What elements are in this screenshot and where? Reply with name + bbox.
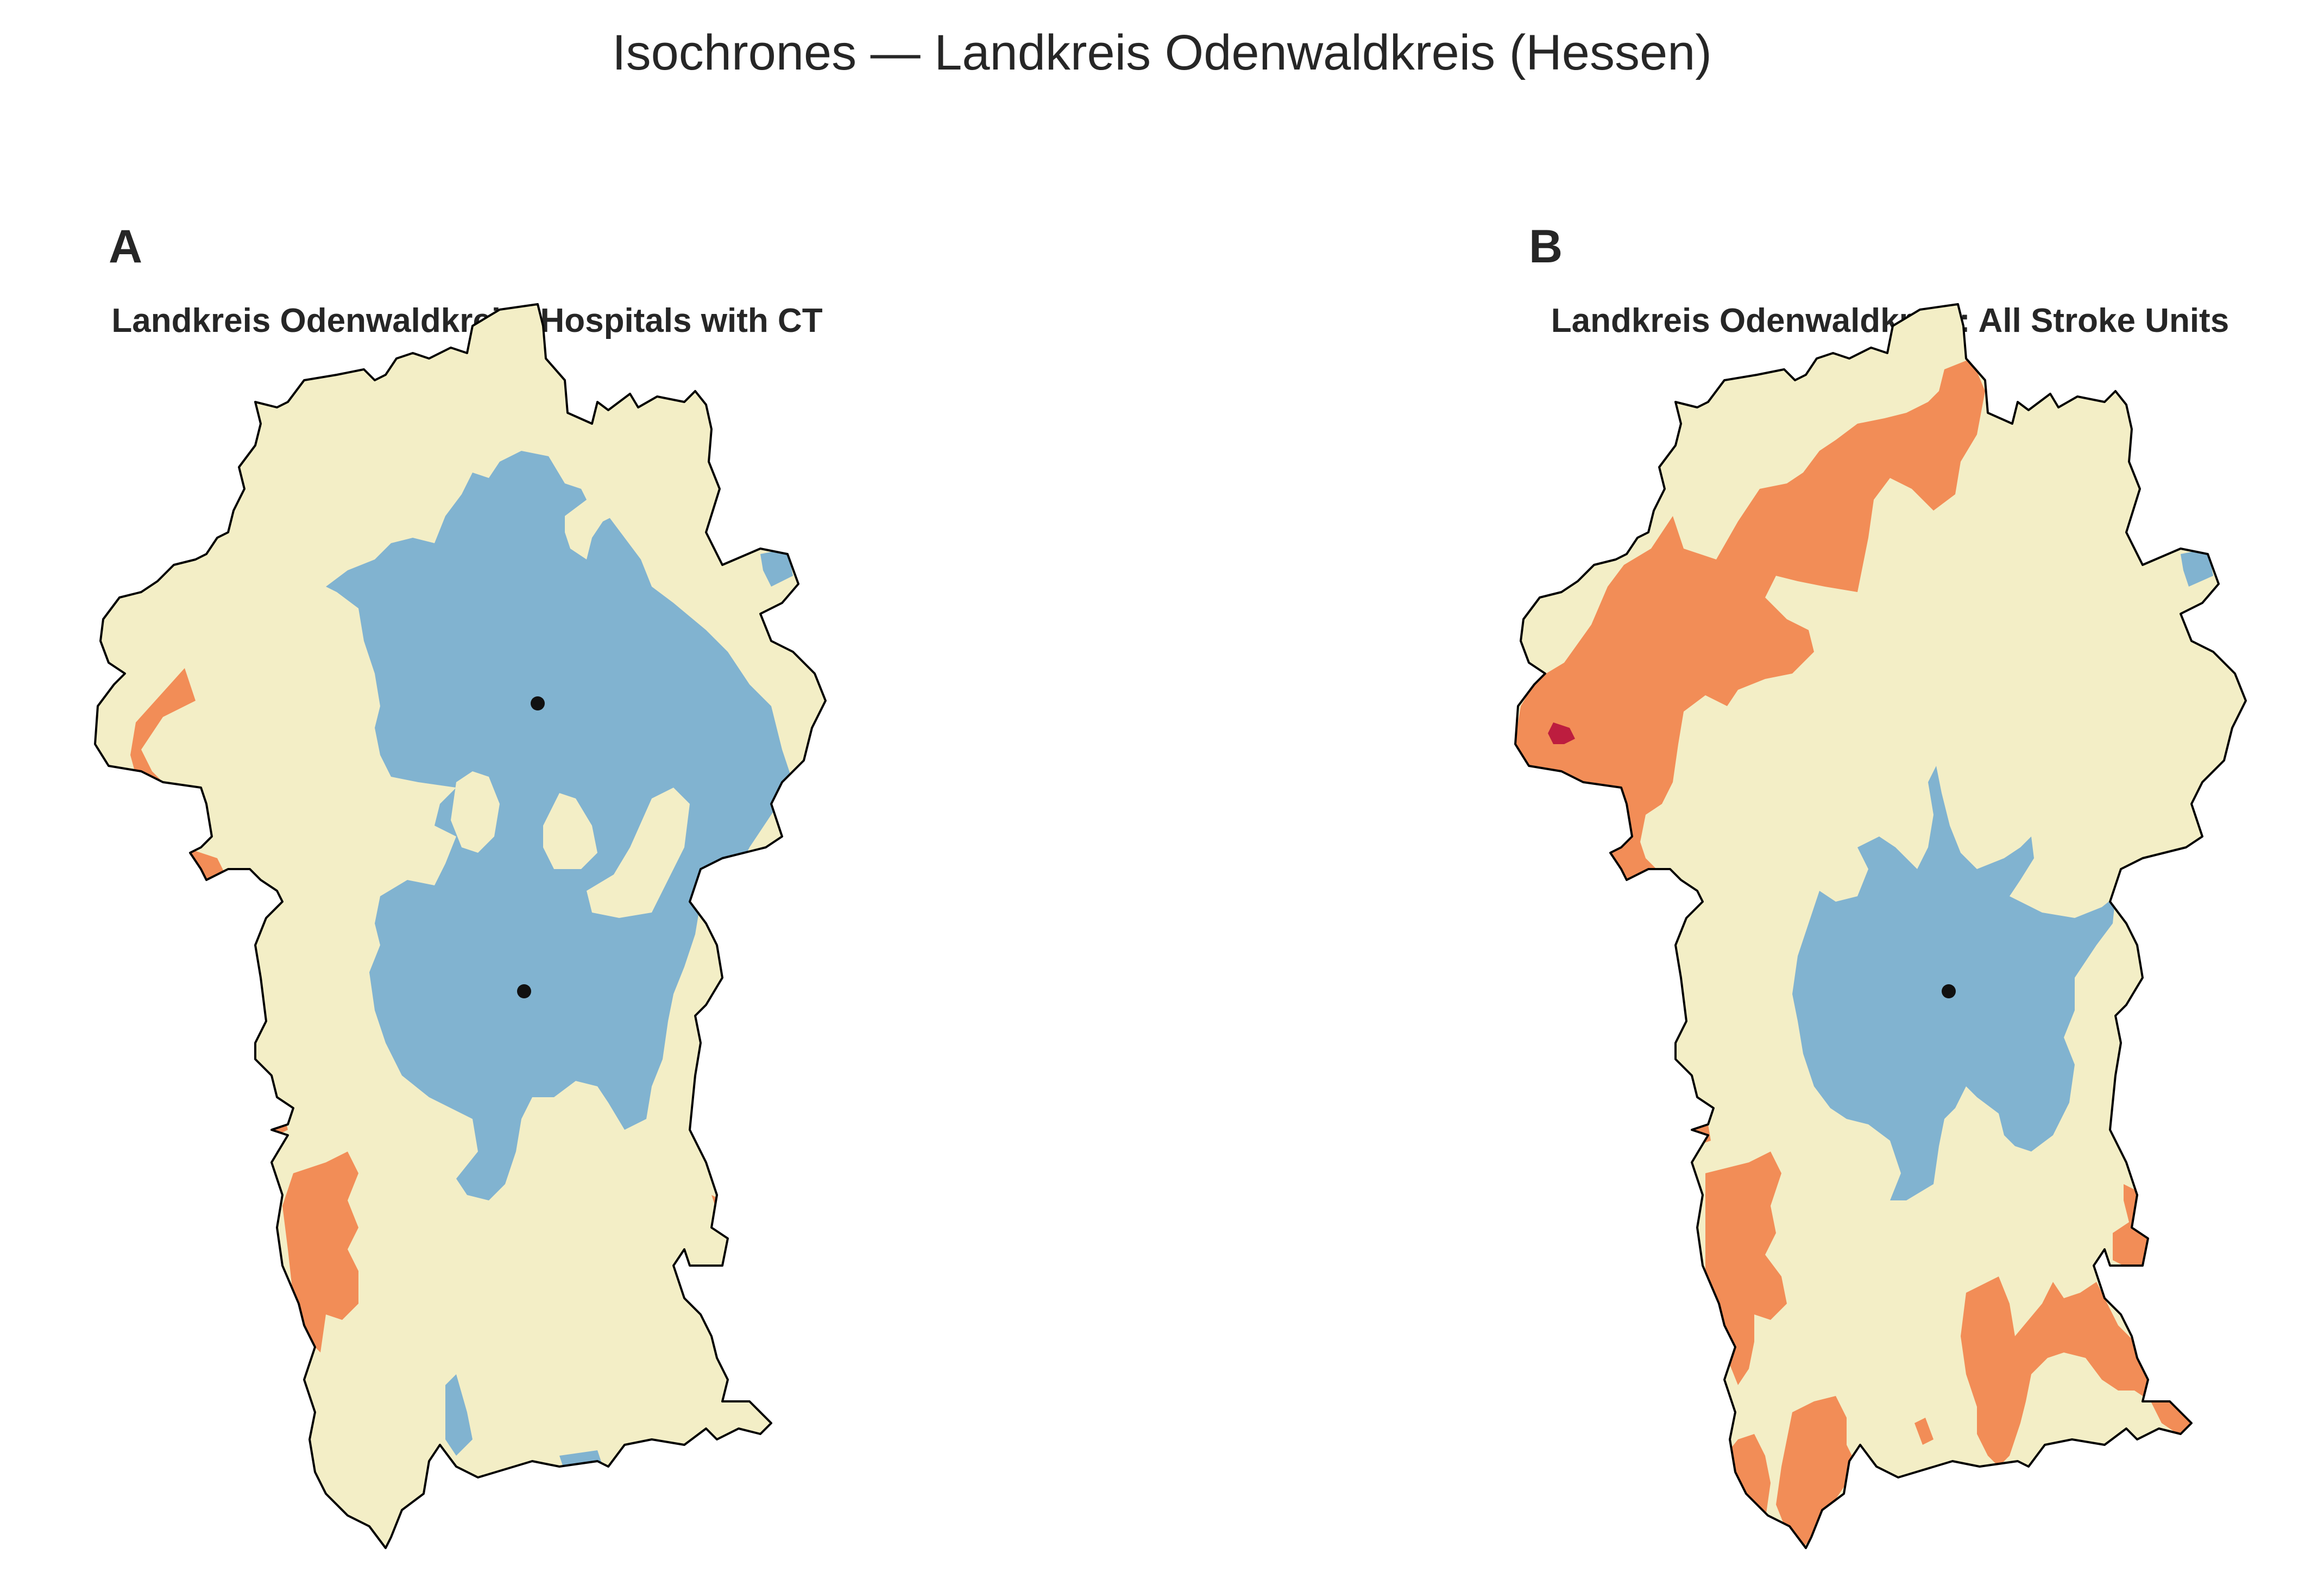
zone-near-small-1-a bbox=[760, 549, 793, 587]
panel-a-letter: A bbox=[109, 221, 143, 273]
zone-hole-1-a bbox=[565, 500, 625, 559]
zone-hole-2-a bbox=[451, 771, 500, 853]
facility-marker-a-1 bbox=[531, 696, 545, 710]
zone-hole-3-a bbox=[543, 793, 597, 869]
zone-far-s3-b bbox=[1914, 1418, 1933, 1445]
panel-b-map bbox=[1514, 303, 2247, 1549]
zone-far-s2-b bbox=[1776, 1396, 1857, 1548]
panel-a-title: Landkreis Odenwaldkreis: Hospitals with … bbox=[111, 302, 823, 339]
zone-near-b bbox=[1792, 766, 2115, 1200]
zone-near-small-2-a bbox=[445, 1374, 473, 1456]
figure-title: Isochrones — Landkreis Odenwaldkreis (He… bbox=[612, 25, 1712, 80]
zone-near-small-1-b bbox=[2181, 549, 2213, 587]
facility-marker-b-1 bbox=[1942, 984, 1956, 998]
zone-hole-4-a bbox=[587, 788, 690, 918]
isochrones-a bbox=[119, 451, 793, 1472]
panel-b-letter: B bbox=[1529, 221, 1563, 273]
panel-a-map bbox=[94, 303, 827, 1549]
zone-far-nw-b bbox=[1515, 358, 1985, 902]
zone-farthest-b bbox=[1548, 722, 1575, 744]
facility-marker-a-2 bbox=[517, 984, 531, 998]
zone-far-4-a bbox=[282, 1152, 358, 1352]
panel-b-title: Landkreis Odenwaldkreis: All Stroke Unit… bbox=[1551, 302, 2229, 339]
